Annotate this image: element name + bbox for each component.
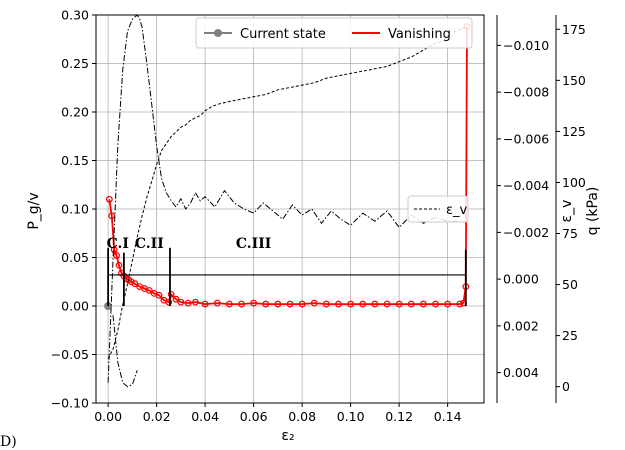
vanishing-point [225,300,233,308]
secondary-legend-box [407,195,469,223]
series-line-q [107,14,460,383]
y-tick-label: −0.10 [51,396,89,411]
y3-tick-label: 0 [562,379,570,394]
y2-tick-label: −0.004 [503,178,549,193]
vanishing-point [419,300,427,308]
vanishing-point [192,298,199,306]
x-tick-label: 0.12 [385,409,413,424]
y-tick-label: 0.25 [61,56,89,71]
y3-tick-label: 175 [562,22,586,37]
legend-box [195,17,473,49]
vanishing-point [395,300,403,308]
secondary-y-axis-label: ε_v [559,200,575,223]
stage-label: C.III [236,236,271,252]
y-axis-label: P_g/v [26,192,42,229]
vanishing-point [286,300,294,308]
vanishing-point [131,280,139,288]
series-line-vanishing [108,26,468,306]
vanishing-point [238,300,245,308]
vanishing-point [250,299,258,307]
x-tick-label: 0.02 [143,409,171,424]
vanishing-point [383,300,391,308]
vanishing-point [456,300,464,308]
vanishing-point [359,300,367,308]
y-tick-label: 0.30 [61,8,89,23]
vanishing-point [407,300,415,308]
y2-tick-label: −0.002 [503,225,549,240]
vanishing-point [298,300,306,308]
stage-label: C.I [107,236,129,252]
tertiary-y-axis-label: q (kPa) [585,187,601,236]
y3-tick-label: 25 [562,328,578,343]
x-tick-label: 0.06 [240,409,268,424]
vanishing-point [201,300,209,308]
vanishing-point [322,300,330,308]
vanishing-point [335,300,342,308]
vanishing-point [213,299,221,307]
y2-tick-label: −0.008 [503,85,549,100]
vanishing-point [432,300,439,308]
vanishing-point [274,300,282,308]
x-axis-label: ε₂ [281,428,294,444]
vanishing-point [113,252,121,259]
tertiary-y-axis: 0 25 50 75 100 125 150 175 [555,15,586,403]
legend-vanishing-label: Vanishing [388,27,451,42]
vanishing-point [310,299,318,307]
vanishing-point [110,246,118,254]
y2-tick-label: −0.010 [503,38,549,53]
y-tick-label: 0.05 [61,250,89,265]
y3-tick-label: 125 [562,124,586,139]
y3-tick-label: 100 [562,175,586,190]
vanishing-point [177,298,185,306]
vanishing-point [262,300,270,308]
vanishing-point [165,298,173,306]
y2-tick-label: 0.000 [503,272,539,287]
y-tick-label: −0.05 [51,347,89,362]
x-tick-label: 0.14 [434,409,462,424]
stage-annotations: C.I C.II C.III [107,236,467,306]
series-layer [104,14,471,388]
x-axis: 0.00 0.02 0.04 0.06 0.08 0.10 0.12 0.14 [94,403,462,424]
legend-current-state-label: Current state [240,27,326,42]
y3-tick-label: 75 [562,226,578,241]
vanishing-point [371,300,379,308]
x-tick-label: 0.04 [191,409,219,424]
y2-tick-label: 0.004 [503,365,539,380]
y-axis: −0.10 −0.05 0.00 0.05 0.10 0.15 0.20 0.25 0.30 [51,8,96,411]
secondary-legend: ε_v [407,195,469,223]
y2-tick-label: 0.002 [503,318,539,333]
legend-ev-label: ε_v [446,203,468,218]
y-tick-label: 0.20 [61,105,89,120]
vanishing-point [105,195,113,203]
series-line-v [107,26,468,359]
y3-tick-label: 150 [562,73,586,88]
y2-tick-label: −0.006 [503,131,549,146]
x-tick-label: 0.08 [288,409,316,424]
vanishing-point [184,299,192,307]
vanishing-point [155,291,163,299]
vanishing-point [127,278,135,286]
vanishing-point [167,290,175,298]
vanishing-point [115,261,123,269]
secondary-y-axis: 0.004 0.002 0.000 −0.002 −0.004 −0.006 −0.008 −… [496,15,549,403]
x-tick-label: 0.00 [94,409,122,424]
y3-tick-label: 50 [562,277,578,292]
vanishing-point [172,295,180,303]
legend-current-state-marker [214,29,222,37]
y-tick-label: 0.15 [61,153,89,168]
vanishing-point [145,287,153,294]
panel-letter: D) [0,434,17,450]
vanishing-point [444,300,452,308]
legend: Current state Vanishing [195,17,473,49]
stage-label: C.II [135,236,164,252]
y-tick-label: 0.00 [61,299,89,314]
x-tick-label: 0.10 [337,409,365,424]
y-tick-label: 0.10 [61,202,89,217]
vanishing-point [347,300,355,308]
series-line-q-lower [112,315,138,388]
